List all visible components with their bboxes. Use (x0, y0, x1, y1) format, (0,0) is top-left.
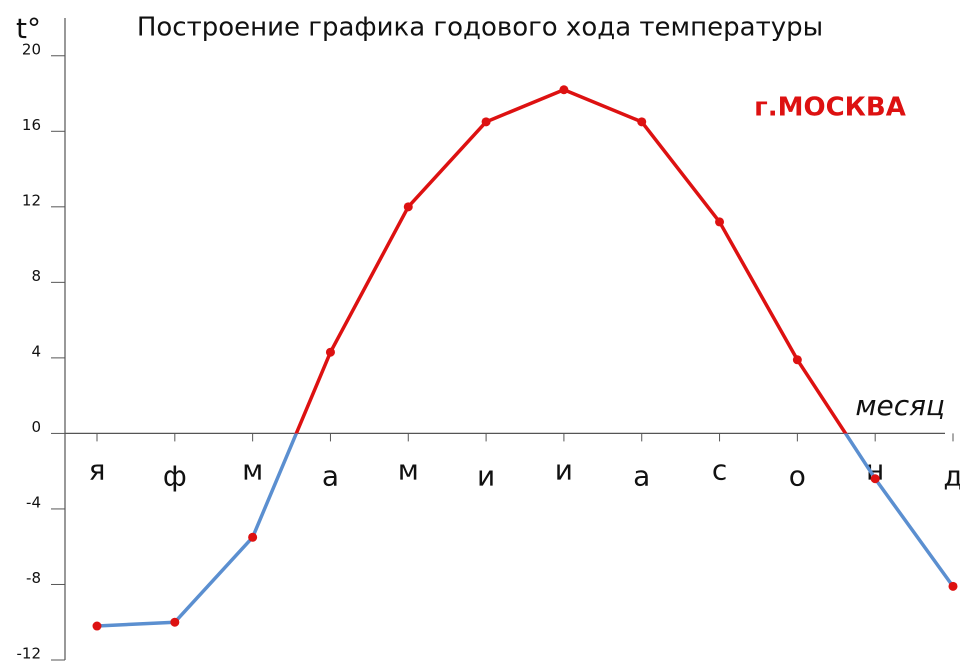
x-tick-label: н (866, 453, 884, 486)
y-tick-label: 0 (31, 418, 41, 436)
y-tick-label: -4 (26, 493, 41, 511)
x-tick-label: м (242, 453, 263, 486)
x-tick-label: о (789, 459, 806, 492)
point (92, 621, 102, 631)
y-tick-label: 16 (22, 116, 41, 134)
x-tick-label: а (322, 459, 339, 492)
point (870, 474, 880, 484)
point (637, 117, 647, 127)
x-tick-label: с (712, 453, 727, 486)
temperature-line (96, 88, 955, 628)
point (948, 581, 958, 591)
y-tick-label: 8 (31, 267, 41, 285)
y-tick-label: -8 (26, 569, 41, 587)
y-tick-label: -12 (17, 645, 42, 663)
x-axis-label: месяц (855, 389, 945, 422)
y-tick-label: 12 (22, 191, 41, 209)
point (170, 617, 180, 627)
point (792, 355, 802, 365)
point (481, 117, 491, 127)
x-tick-label: я (89, 453, 106, 486)
point (248, 532, 258, 542)
point (403, 202, 413, 212)
x-tick-label: ф (163, 459, 187, 492)
x-tick-label: и (555, 453, 573, 486)
y-tick-label: 4 (31, 342, 41, 360)
city-annotation: г.МОСКВА (754, 93, 906, 123)
point (715, 217, 725, 227)
x-tick-label: м (398, 453, 419, 486)
chart-title: Построение графика годового хода темпера… (137, 13, 823, 43)
x-tick-label: и (477, 459, 495, 492)
y-tick-label: 20 (22, 40, 41, 58)
x-tick-label: д (943, 459, 960, 492)
point (325, 347, 335, 357)
y-axis-label: t° (16, 12, 41, 45)
x-tick-label: а (633, 459, 650, 492)
point (559, 85, 569, 95)
